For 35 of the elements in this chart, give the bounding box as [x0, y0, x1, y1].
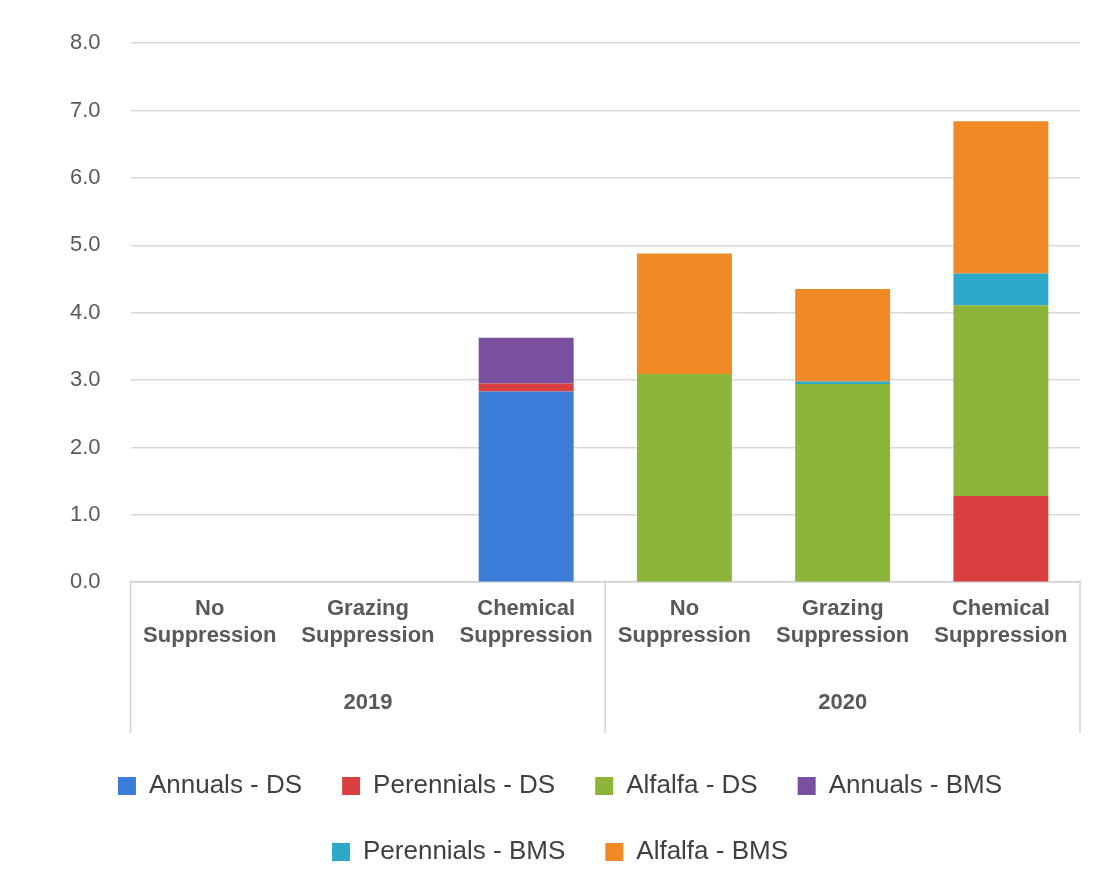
legend-label: Annuals - BMS	[828, 769, 1003, 800]
y-tick-label: 4.0	[69, 298, 101, 324]
y-tick-label: 5.0	[69, 231, 101, 257]
bar	[953, 121, 1049, 274]
y-tick-label: 1.0	[69, 500, 101, 526]
bar	[478, 383, 574, 392]
text: 2020	[818, 689, 868, 715]
y-tick-label: 0.0	[69, 568, 101, 594]
legend-label: Annuals - DS	[148, 769, 303, 800]
x-tick-label: Chemical Suppression	[459, 595, 593, 647]
y-tick-label: 2.0	[69, 433, 101, 459]
bar	[795, 381, 891, 385]
bar	[636, 374, 732, 582]
bar	[953, 495, 1049, 582]
x-tick-label: No Suppression	[617, 595, 752, 647]
bar	[795, 289, 891, 382]
x-tick-label: Chemical Suppression	[934, 595, 1068, 647]
x-tick-label: No Suppression	[143, 595, 277, 647]
legend-label: Perennials - BMS	[363, 835, 566, 866]
x-tick-label: Grazing Suppression	[301, 595, 435, 647]
y-tick-label: 6.0	[69, 164, 101, 190]
bar	[953, 273, 1049, 306]
legend-label: Perennials - DS	[373, 769, 556, 800]
bar	[953, 305, 1049, 496]
bar	[795, 384, 891, 582]
legend-label: Alfalfa - BMS	[636, 835, 789, 866]
bar	[478, 337, 574, 384]
x-tick-label: Grazing Suppression	[776, 595, 910, 647]
text: 2019	[343, 689, 393, 715]
y-tick-label: 3.0	[69, 366, 101, 392]
bar	[478, 391, 574, 582]
bar	[636, 253, 732, 375]
legend-label: Alfalfa - DS	[626, 769, 758, 800]
y-tick-label: 7.0	[69, 96, 101, 122]
y-tick-label: 8.0	[69, 29, 101, 55]
